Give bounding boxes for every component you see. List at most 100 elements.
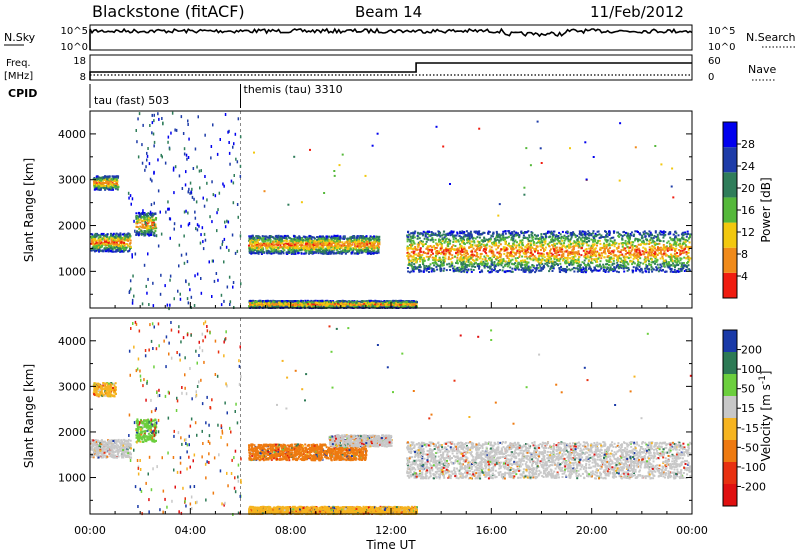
echo-cell — [617, 259, 620, 262]
echo-cell — [417, 241, 420, 244]
echo-cell — [368, 252, 371, 255]
echo-cell — [486, 262, 489, 265]
echo-cell — [603, 256, 606, 259]
echo-cell — [136, 230, 138, 233]
echo-cell — [287, 245, 290, 248]
echo-cell — [266, 236, 269, 239]
echo-cell — [113, 247, 116, 250]
echo-cell — [657, 236, 659, 239]
echo-cell — [440, 252, 442, 255]
echo-cell — [632, 254, 635, 257]
echo-cell — [305, 248, 308, 250]
echo-cell — [270, 252, 273, 255]
echo-cell — [260, 245, 263, 248]
echo-cell — [612, 243, 615, 246]
echo-cell — [440, 247, 443, 250]
echo-cell — [438, 252, 441, 254]
echo-cell — [604, 230, 606, 233]
echo-cell — [496, 256, 499, 259]
echo-cell — [524, 251, 527, 254]
echo-cell — [340, 246, 343, 249]
echo-cell — [367, 240, 370, 243]
echo-cell — [462, 269, 465, 272]
echo-cell — [280, 240, 282, 243]
echo-cell — [610, 269, 613, 272]
echo-cell — [373, 235, 375, 238]
echo-cell — [305, 241, 307, 244]
echo-cell — [264, 242, 267, 245]
echo-cell — [626, 256, 629, 259]
echo-cell — [378, 246, 380, 249]
echo-cell — [147, 224, 150, 227]
echo-cell — [463, 270, 466, 273]
echo-cell — [421, 254, 424, 256]
echo-cell — [683, 248, 686, 251]
echo-cell — [489, 271, 492, 274]
echo-cell — [111, 234, 114, 237]
echo-cell — [302, 235, 305, 238]
echo-cell — [689, 257, 692, 260]
echo-cell — [361, 235, 364, 238]
echo-cell — [92, 237, 95, 240]
echo-cell — [428, 271, 430, 273]
echo-cell — [99, 236, 102, 238]
echo-cell — [300, 248, 303, 251]
echo-cell — [532, 242, 535, 245]
echo-cell — [452, 234, 455, 237]
echo-cell — [578, 241, 581, 243]
echo-cell — [681, 249, 684, 252]
echo-cell — [636, 248, 639, 251]
echo-cell — [488, 240, 491, 243]
echo-cell — [624, 250, 627, 252]
echo-cell — [623, 270, 626, 273]
echo-cell — [433, 245, 436, 247]
echo-cell — [292, 243, 295, 246]
echo-cell — [519, 264, 522, 267]
echo-cell — [322, 237, 324, 240]
echo-cell — [678, 244, 681, 247]
echo-cell — [123, 249, 125, 252]
echo-cell — [629, 234, 632, 237]
echo-cell — [97, 246, 100, 249]
echo-cell — [333, 241, 336, 244]
echo-cell — [506, 255, 509, 258]
echo-cell — [567, 254, 569, 257]
echo-cell — [517, 232, 519, 235]
echo-cell — [447, 232, 450, 235]
echo-cell — [566, 237, 569, 240]
echo-cell — [499, 258, 502, 261]
echo-cell — [425, 265, 428, 267]
echo-cell — [410, 239, 413, 242]
echo-cell — [593, 254, 595, 257]
echo-cell — [94, 250, 96, 253]
echo-cell — [92, 243, 95, 246]
echo-cell — [483, 236, 486, 239]
echo-cell — [531, 239, 534, 242]
echo-cell — [577, 262, 580, 265]
echo-cell — [491, 262, 494, 264]
echo-cell — [316, 243, 319, 246]
echo-cell — [669, 245, 671, 248]
echo-cell — [547, 253, 550, 256]
echo-cell — [653, 241, 656, 244]
echo-cell — [566, 231, 569, 234]
echo-cell — [670, 245, 673, 248]
echo-cell — [449, 265, 452, 268]
echo-cell — [668, 232, 670, 235]
echo-cell — [678, 249, 681, 251]
echo-cell — [325, 235, 328, 238]
echo-cell — [578, 260, 581, 263]
echo-cell — [326, 238, 329, 241]
echo-cell — [579, 264, 582, 267]
echo-cell — [122, 233, 124, 236]
echo-cell — [155, 227, 158, 230]
echo-cell — [672, 264, 675, 267]
echo-cell — [137, 217, 140, 220]
echo-cell — [422, 240, 424, 243]
echo-cell — [680, 247, 683, 250]
echo-cell — [311, 252, 314, 255]
echo-cell — [416, 266, 419, 269]
echo-cell — [452, 267, 454, 270]
echo-cell — [502, 238, 505, 241]
echo-cell — [416, 267, 419, 270]
